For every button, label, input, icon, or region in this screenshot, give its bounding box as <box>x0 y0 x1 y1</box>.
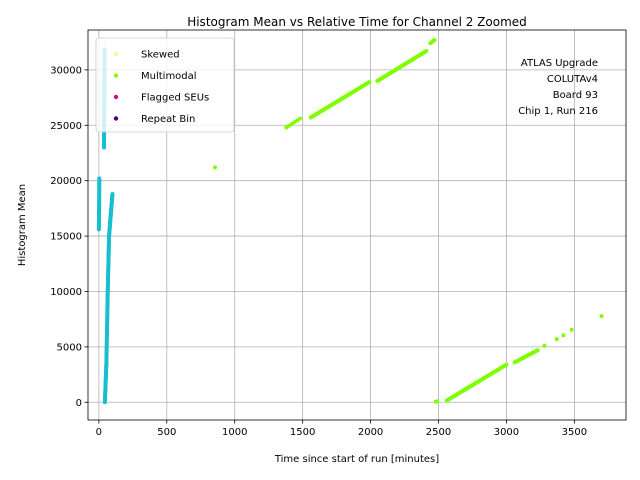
y-tick-label: 20000 <box>50 176 82 187</box>
y-tick-label: 5000 <box>57 342 82 353</box>
x-tick-label: 1500 <box>290 427 315 438</box>
data-point <box>569 327 574 332</box>
legend-entry: Multimodal <box>141 71 197 82</box>
legend-entry: Skewed <box>141 50 180 61</box>
data-point <box>297 116 302 121</box>
legend-entry: Repeat Bin <box>141 114 195 125</box>
annotation-line-3: Board 93 <box>553 90 598 101</box>
series-multimodal <box>213 37 604 404</box>
legend: Skewed Multimodal Flagged SEUs Repeat Bin <box>95 37 235 133</box>
legend-marker <box>113 51 119 57</box>
y-tick-label: 15000 <box>50 232 82 243</box>
y-tick-label: 25000 <box>50 121 82 132</box>
annotation: ATLAS Upgrade COLUTAv4 Board 93 Chip 1, … <box>518 58 598 117</box>
data-point <box>432 37 437 42</box>
legend-marker <box>113 73 119 78</box>
x-tick-label: 1000 <box>222 427 247 438</box>
data-point <box>554 337 559 342</box>
annotation-line-4: Chip 1, Run 216 <box>518 106 598 117</box>
data-point <box>535 348 540 353</box>
x-axis-label: Time since start of run [minutes] <box>274 454 439 465</box>
chart-title: Histogram Mean vs Relative Time for Chan… <box>187 15 527 29</box>
data-point <box>97 176 102 181</box>
data-point <box>110 191 115 196</box>
plot-frame <box>87 29 627 421</box>
data-point <box>424 49 429 54</box>
data-point <box>504 362 509 367</box>
y-tick-label: 30000 <box>50 65 82 76</box>
annotation-line-1: ATLAS Upgrade <box>521 58 598 69</box>
x-tick-label: 3500 <box>562 427 587 438</box>
legend-marker <box>113 116 119 121</box>
y-tick-label: 0 <box>76 398 82 409</box>
legend-marker <box>113 94 119 100</box>
legend-entry: Flagged SEUs <box>141 93 209 104</box>
ticks: 0 500 1000 1500 2000 2500 3000 3500 0 5000 10000 15… <box>50 65 587 438</box>
data-point <box>599 314 604 319</box>
annotation-line-2: COLUTAv4 <box>547 74 598 85</box>
x-tick-label: 0 <box>96 427 102 438</box>
data-point <box>367 80 372 85</box>
data-point <box>542 343 547 348</box>
grid <box>88 30 626 420</box>
x-tick-label: 2500 <box>426 427 451 438</box>
y-tick-label: 10000 <box>50 287 82 298</box>
x-tick-label: 500 <box>157 427 176 438</box>
y-axis-label: Histogram Mean <box>17 184 28 266</box>
x-tick-label: 2000 <box>358 427 383 438</box>
data-point <box>435 399 440 404</box>
legend-box <box>95 37 235 133</box>
x-tick-label: 3000 <box>494 427 519 438</box>
data-point <box>561 333 566 338</box>
data-point <box>213 165 218 170</box>
